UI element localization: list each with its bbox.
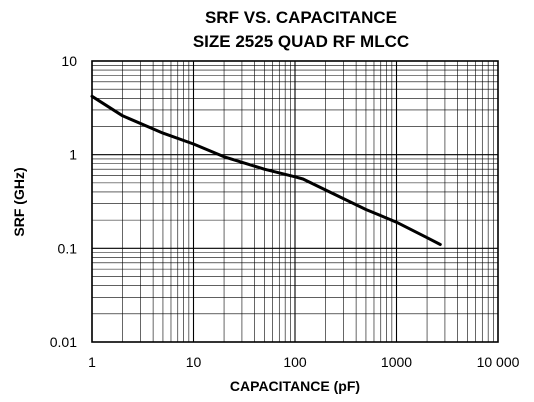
plot-frame: [91, 60, 499, 343]
x-axis-label: CAPACITANCE (pF): [230, 378, 360, 394]
chart-title: SRF VS. CAPACITANCE: [205, 8, 397, 27]
srf-curve: [90, 94, 442, 246]
x-tick-labels: 1 10 100 1000 10 000: [88, 354, 520, 370]
chart-subtitle: SIZE 2525 QUAD RF MLCC: [193, 32, 409, 51]
y-tick-label: 0.01: [50, 334, 77, 350]
y-axis-label: SRF (GHz): [11, 167, 27, 236]
y-tick-labels: 10 1 0.1 0.01: [50, 53, 77, 350]
series-layer: [90, 94, 442, 246]
x-tick-label: 10 000: [477, 354, 520, 370]
x-tick-label: 1: [88, 354, 96, 370]
y-tick-label: 10: [61, 53, 77, 69]
grid: [91, 61, 498, 343]
x-tick-label: 10: [186, 354, 202, 370]
x-tick-label: 1000: [381, 354, 412, 370]
y-tick-label: 0.1: [58, 240, 78, 256]
y-tick-label: 1: [69, 147, 77, 163]
x-tick-label: 100: [283, 354, 307, 370]
